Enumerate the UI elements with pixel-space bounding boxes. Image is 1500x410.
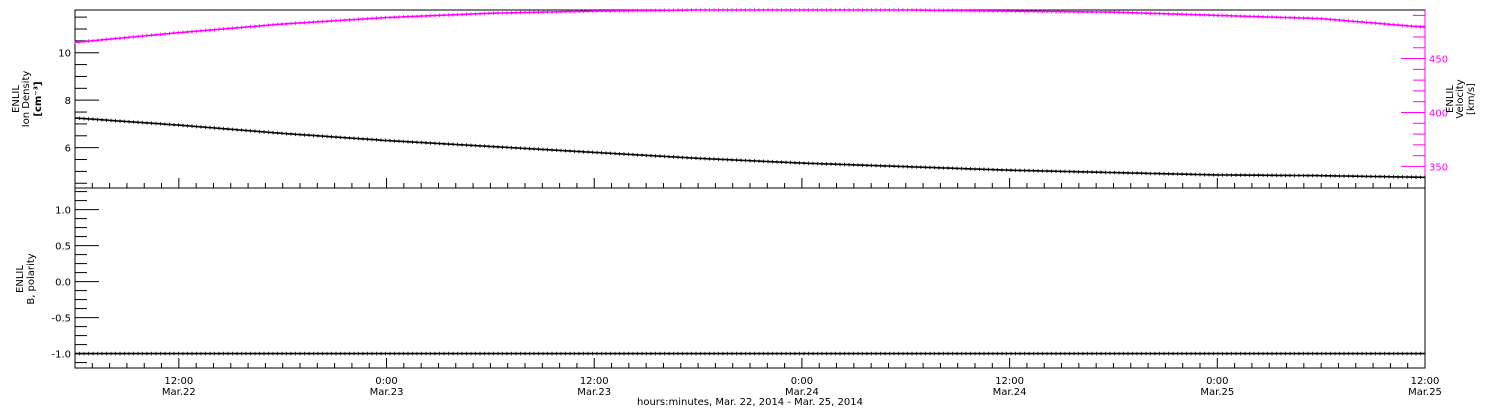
bottom-series [74, 351, 1426, 356]
x-tick-label-date: Mar.24 [785, 387, 819, 398]
x-tick-label-date: Mar.25 [1408, 387, 1442, 398]
velocity-axis-label-line2: Velocity [1455, 79, 1466, 118]
y-tick-label: 8 [65, 96, 71, 107]
polarity-axis-label-line2: B, polarity [26, 253, 37, 304]
x-tick-label-time: 12:00 [1411, 376, 1440, 387]
density-axis-label-line3: [cm⁻³] [33, 81, 44, 116]
density-axis-label-line2: Ion Density [21, 71, 32, 128]
y-tick-label: -1.0 [51, 350, 71, 361]
velocity-axis-label-line1: ENLIL [1445, 85, 1456, 113]
top-left-axis-label: ENLIL Ion Density [cm⁻³] [11, 71, 44, 128]
density-axis-label-line1: ENLIL [11, 85, 22, 113]
top-right-axis-ticks: 350 400 450 [1401, 10, 1448, 189]
x-tick-label-time: 0:00 [1206, 376, 1228, 387]
x-tick-label-time: 12:00 [995, 376, 1024, 387]
x-axis: 12:00Mar.220:00Mar.2312:00Mar.230:00Mar.… [74, 178, 1442, 398]
x-tick-label-date: Mar.23 [370, 387, 404, 398]
y-tick-label: 0.0 [55, 278, 71, 289]
x-tick-label-date: Mar.22 [162, 387, 196, 398]
x-tick-label-date: Mar.23 [577, 387, 611, 398]
polarity-axis-label-line1: ENLIL [15, 265, 26, 293]
top-left-axis-ticks: 6 8 10 [58, 16, 99, 184]
x-tick-label-time: 12:00 [580, 376, 609, 387]
velocity-tick-label: 350 [1429, 162, 1448, 173]
y-tick-label: 0.5 [55, 242, 71, 253]
top-series [74, 8, 1426, 180]
x-tick-label-date: Mar.25 [1200, 387, 1234, 398]
y-tick-label: 10 [58, 49, 71, 60]
velocity-tick-label: 450 [1429, 55, 1448, 66]
top-right-axis-label: ENLIL Velocity [km/s] [1445, 79, 1477, 118]
x-axis-label: hours:minutes, Mar. 22, 2014 - Mar. 25, … [637, 397, 863, 408]
x-tick-label-time: 0:00 [791, 376, 813, 387]
y-tick-label: -0.5 [51, 314, 71, 325]
x-tick-label-time: 0:00 [375, 376, 397, 387]
x-tick-label-time: 12:00 [164, 376, 193, 387]
velocity-axis-label-line3: [km/s] [1466, 83, 1477, 115]
bottom-panel-frame [74, 187, 1426, 369]
bottom-panel: -1.0 -0.5 0.0 0.5 1.0 ENLIL B, polarity [15, 187, 1426, 369]
velocity-tick-label: 400 [1429, 108, 1448, 119]
bottom-left-axis-label: ENLIL B, polarity [15, 253, 37, 304]
y-tick-label: 6 [65, 144, 71, 155]
y-tick-label: 1.0 [55, 206, 71, 217]
density-series-line [74, 117, 1425, 179]
x-tick-label-date: Mar.24 [993, 387, 1027, 398]
bottom-left-axis-ticks: -1.0 -0.5 0.0 0.5 1.0 [51, 191, 99, 364]
